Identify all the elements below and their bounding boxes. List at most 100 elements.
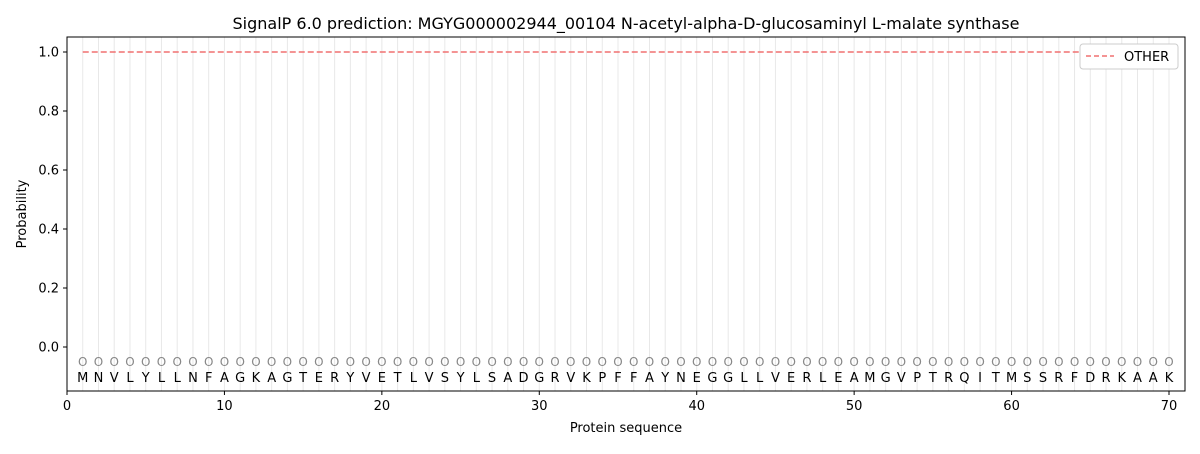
prediction-label-marker: O [440,355,449,369]
prediction-label-marker: O [1070,355,1079,369]
prediction-label-marker: O [220,355,229,369]
legend-other-label: OTHER [1124,50,1169,65]
prediction-label-marker: O [361,355,370,369]
residue-label: V [771,371,780,386]
x-tick-label: 10 [216,399,233,414]
residue-label: Y [660,371,669,386]
residue-label: A [220,371,229,386]
prediction-label-marker: O [708,355,717,369]
prediction-label-marker: O [897,355,906,369]
prediction-label-marker: O [157,355,166,369]
prediction-label-marker: O [1133,355,1142,369]
prediction-label-marker: O [78,355,87,369]
prediction-label-marker: O [141,355,150,369]
y-tick-label: 0.0 [38,341,59,356]
residue-label: L [158,371,166,386]
residue-label: F [1071,371,1078,386]
residue-label: V [897,371,906,386]
residue-label: L [126,371,134,386]
prediction-label-marker: O [94,355,103,369]
residue-label: D [519,371,529,386]
residue-label: A [1133,371,1142,386]
residue-label: K [1118,371,1127,386]
residue-label: G [707,371,717,386]
residue-label: G [723,371,733,386]
prediction-label-marker: O [519,355,528,369]
prediction-label-marker: O [110,355,119,369]
x-tick-label: 60 [1003,399,1020,414]
prediction-label-marker: O [487,355,496,369]
prediction-label-marker: O [1149,355,1158,369]
residue-label: S [1039,371,1047,386]
prediction-label-marker: O [960,355,969,369]
residue-label: P [598,371,606,386]
residue-label: E [834,371,842,386]
x-tick-label: 50 [846,399,863,414]
residue-label: M [1006,371,1017,386]
residue-label: L [473,371,481,386]
legend: OTHER [1079,43,1179,70]
prediction-label-marker: O [1086,355,1095,369]
prediction-label-marker: O [645,355,654,369]
prediction-label-marker: O [865,355,874,369]
residue-label: T [298,371,307,386]
residue-label: R [1102,371,1111,386]
residue-label: E [693,371,701,386]
residue-label: F [205,371,212,386]
residue-label: V [110,371,119,386]
prediction-label-marker: O [912,355,921,369]
prediction-label-marker: O [1023,355,1032,369]
residue-label: E [378,371,386,386]
x-tick-label: 0 [63,399,71,414]
residue-label: V [566,371,575,386]
residue-label: R [802,371,811,386]
prediction-label-marker: O [251,355,260,369]
residue-label: A [503,371,512,386]
prediction-label-marker: O [377,355,386,369]
prediction-label-marker: O [739,355,748,369]
residue-label: A [1149,371,1158,386]
residue-label: F [630,371,637,386]
prediction-label-marker: O [188,355,197,369]
x-tick-label: 20 [374,399,391,414]
prediction-label-marker: O [267,355,276,369]
residue-label: L [819,371,827,386]
residue-label: V [362,371,371,386]
residue-label: S [1023,371,1031,386]
residue-label: L [740,371,748,386]
residue-label: L [410,371,418,386]
residue-label: S [488,371,496,386]
prediction-label-marker: O [204,355,213,369]
prediction-label-marker: O [661,355,670,369]
residue-label: S [441,371,449,386]
prediction-label-marker: O [975,355,984,369]
prediction-label-marker: O [1117,355,1126,369]
prediction-label-marker: O [330,355,339,369]
prediction-label-marker: O [409,355,418,369]
residue-label: R [944,371,953,386]
residue-label: T [928,371,937,386]
residue-label: L [756,371,764,386]
prediction-label-marker: O [472,355,481,369]
x-tick-label: 30 [531,399,548,414]
prediction-label-marker: O [582,355,591,369]
prediction-label-marker: O [755,355,764,369]
plot-frame [66,36,1186,392]
chart-title: SignalP 6.0 prediction: MGYG000002944_00… [233,14,1020,34]
residue-label: P [913,371,921,386]
y-tick-label: 0.8 [38,105,59,120]
residue-label: N [188,371,198,386]
residue-label: Y [345,371,354,386]
residue-label: R [551,371,560,386]
y-tick-label: 0.4 [38,223,59,238]
prediction-label-marker: O [314,355,323,369]
prediction-label-marker: O [771,355,780,369]
prediction-label-marker: O [550,355,559,369]
prediction-label-marker: O [928,355,937,369]
prediction-label-marker: O [818,355,827,369]
residue-label: I [978,371,982,386]
residue-label: D [1085,371,1095,386]
y-tick-label: 1.0 [38,46,59,61]
residue-label: A [267,371,276,386]
